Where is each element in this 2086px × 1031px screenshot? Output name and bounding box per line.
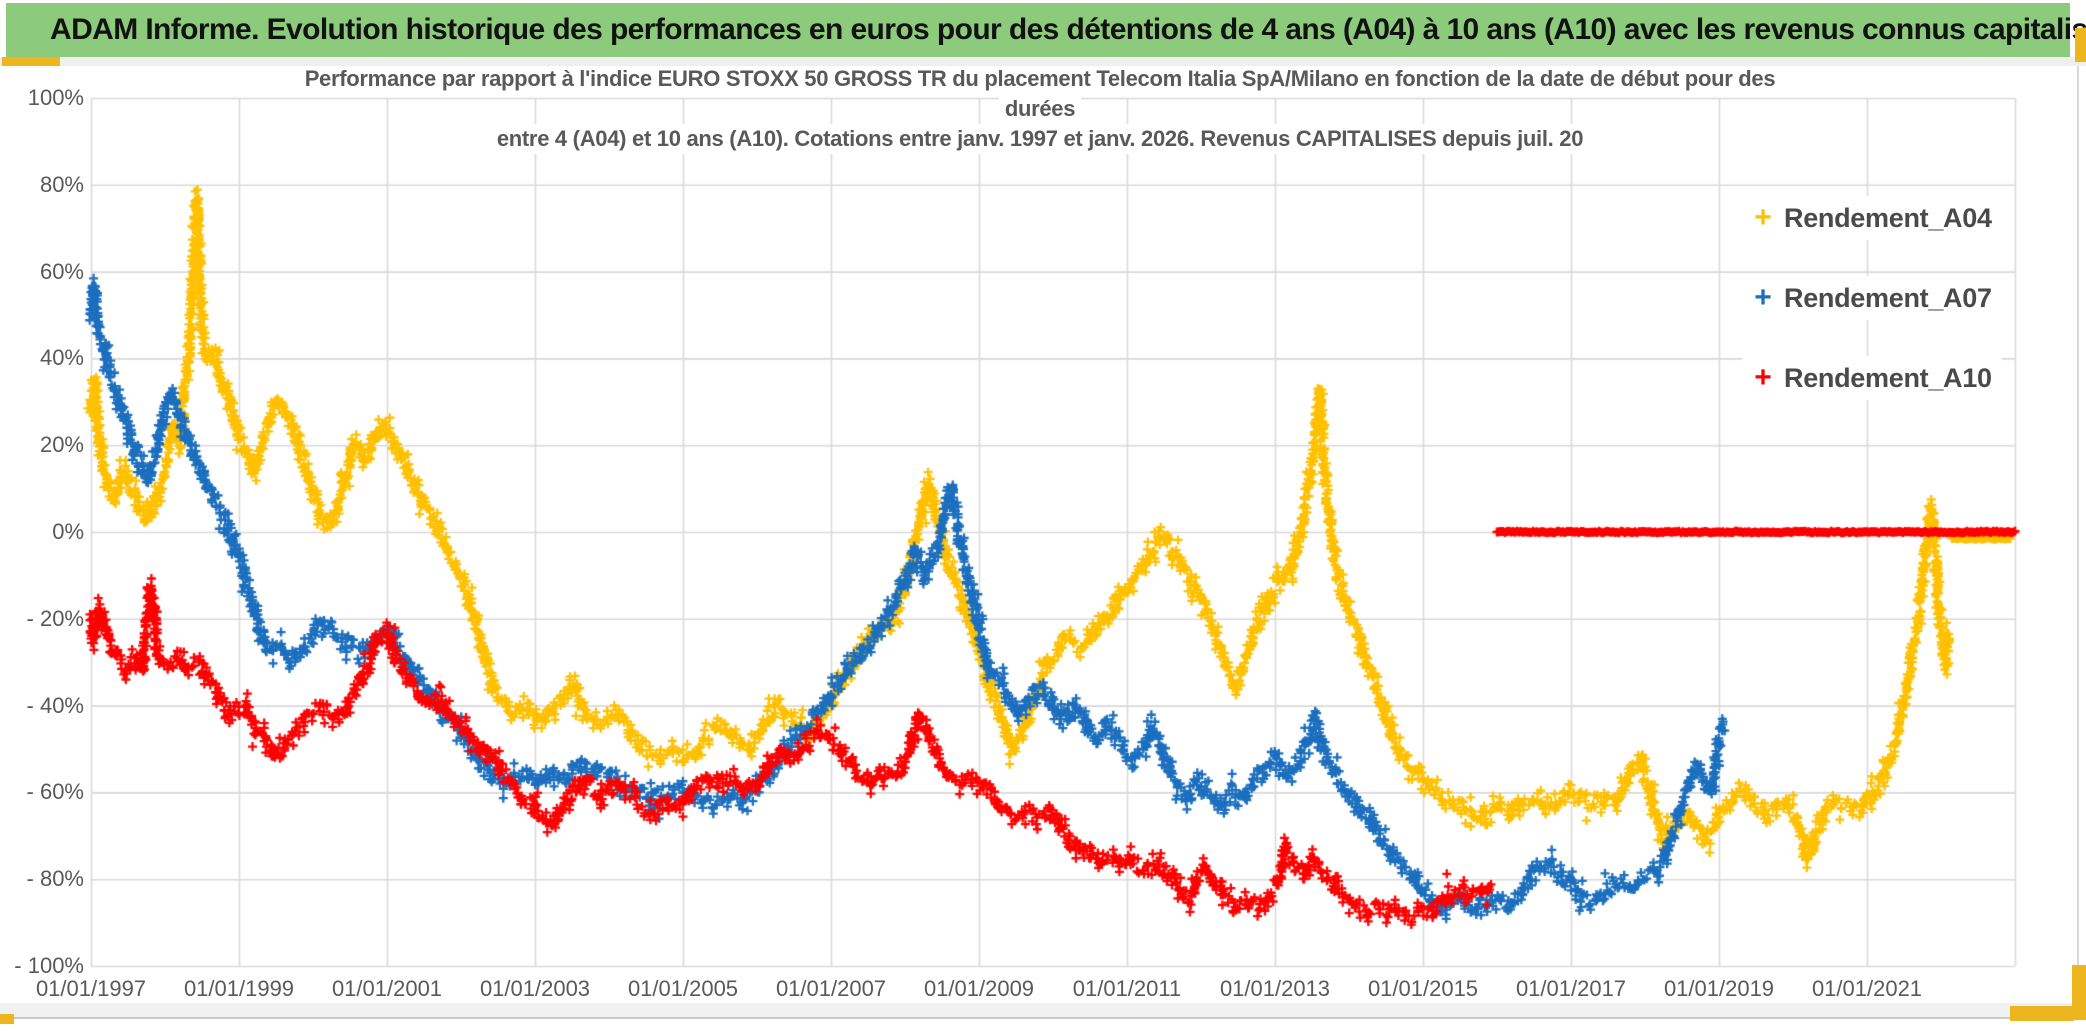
- legend-label: Rendement_A07: [1784, 282, 1992, 313]
- plus-marker-icon: +: [1754, 201, 1772, 234]
- selection-handle-top-left[interactable]: [2, 57, 60, 66]
- top-divider-strip: [0, 57, 2086, 66]
- x-axis-tick-label: 01/01/2017: [1515, 976, 1627, 1001]
- banner-title: ADAM Informe. Evolution historique des p…: [6, 3, 2086, 57]
- x-axis-tick-label: 01/01/2015: [1367, 976, 1479, 1001]
- x-axis-tick-label: 01/01/2001: [331, 976, 443, 1001]
- y-axis-tick-label: 20%: [39, 432, 84, 458]
- x-axis-tick-label: 01/01/2011: [1072, 976, 1182, 1001]
- selection-handle-top-right[interactable]: [2075, 28, 2086, 62]
- y-axis-tick-label: 80%: [39, 171, 84, 197]
- x-axis-tick-label: 01/01/2021: [1811, 976, 1923, 1001]
- y-axis-tick-label: - 100%: [14, 953, 84, 978]
- legend-item-rendement-a07[interactable]: + Rendement_A07: [1742, 276, 2002, 320]
- plus-marker-icon: +: [1754, 281, 1772, 314]
- y-axis-tick-label: 40%: [39, 345, 84, 371]
- y-axis-tick-label: 0%: [52, 519, 84, 544]
- selection-handle-right[interactable]: [2072, 965, 2086, 1020]
- x-axis-tick-label: 01/01/2007: [775, 976, 887, 1001]
- legend-label: Rendement_A04: [1784, 202, 1992, 233]
- plus-marker-icon: +: [1754, 361, 1772, 394]
- selection-handle-bottom-right[interactable]: [2010, 1006, 2074, 1021]
- x-axis-tick-label: 01/01/2013: [1219, 976, 1331, 1001]
- selection-handle-bottom-left[interactable]: [0, 1014, 14, 1024]
- chart-title-line-3: entre 4 (A04) et 10 ans (A10). Cotations…: [490, 124, 1590, 154]
- bottom-rule: [0, 1017, 2010, 1019]
- chart-title: Performance par rapport à l'indice EURO …: [240, 64, 1840, 154]
- y-axis-tick-label: - 60%: [26, 779, 84, 805]
- y-axis-tick-label: 100%: [27, 85, 84, 110]
- chart-legend: + Rendement_A04 + Rendement_A07 + Rendem…: [1742, 196, 2002, 436]
- x-axis-tick-label: 01/01/1999: [183, 976, 295, 1001]
- y-axis-tick-label: - 80%: [26, 866, 84, 892]
- chart-frame-border: [2077, 66, 2079, 1003]
- x-axis-tick-label: 01/01/2009: [923, 976, 1035, 1001]
- legend-label: Rendement_A10: [1784, 362, 1992, 393]
- legend-item-rendement-a04[interactable]: + Rendement_A04: [1742, 196, 2002, 240]
- x-axis-tick-label: 01/01/1997: [35, 976, 147, 1001]
- bottom-strip: [0, 1003, 2086, 1018]
- x-axis-tick-label: 01/01/2003: [479, 976, 591, 1001]
- chart-title-line-1: Performance par rapport à l'indice EURO …: [298, 64, 1782, 94]
- y-axis-tick-label: 60%: [39, 258, 84, 284]
- legend-item-rendement-a10[interactable]: + Rendement_A10: [1742, 356, 2002, 400]
- x-axis-tick-label: 01/01/2019: [1663, 976, 1775, 1001]
- y-axis-tick-label: - 20%: [26, 605, 84, 631]
- x-axis-tick-label: 01/01/2005: [627, 976, 739, 1001]
- y-axis-tick-label: - 40%: [26, 692, 84, 718]
- chart-title-line-2: durées: [998, 94, 1082, 124]
